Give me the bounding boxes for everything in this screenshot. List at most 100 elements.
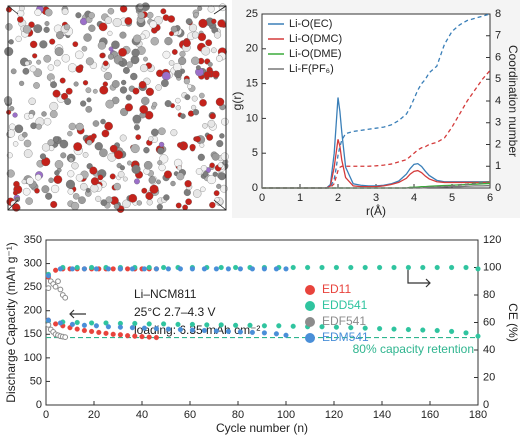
- atom: [12, 112, 18, 118]
- y-tick-label: 0: [36, 399, 42, 411]
- atom: [216, 183, 222, 189]
- y2-tick-label: 80: [483, 289, 495, 301]
- data-point: [225, 266, 231, 272]
- data-point: [117, 332, 123, 338]
- legend-swatch: [305, 285, 315, 295]
- atom: [217, 172, 226, 181]
- atom: [185, 198, 192, 206]
- atom: [70, 201, 80, 211]
- data-point: [110, 266, 116, 272]
- atom: [132, 87, 140, 95]
- legend-label: EDF541: [322, 314, 366, 328]
- atom: [200, 165, 208, 172]
- atom: [119, 31, 127, 39]
- data-point: [165, 326, 171, 332]
- atom: [65, 179, 76, 189]
- atom: [163, 194, 170, 201]
- data-point: [420, 264, 426, 271]
- atom: [156, 179, 161, 185]
- y-tick-label: 150: [24, 328, 42, 340]
- atom: [9, 123, 16, 131]
- atom: [50, 81, 57, 89]
- y-tick-label: 0: [252, 182, 258, 194]
- x-tick-label: 40: [136, 409, 148, 421]
- atom: [113, 182, 121, 191]
- data-point: [463, 264, 469, 271]
- atom: [178, 56, 187, 66]
- atom: [162, 50, 171, 59]
- atom: [33, 24, 43, 34]
- data-point: [93, 266, 99, 272]
- atom: [158, 141, 165, 148]
- data-point: [319, 324, 325, 330]
- atom: [203, 71, 211, 79]
- data-point: [189, 266, 195, 272]
- atom: [107, 30, 113, 36]
- data-point: [153, 335, 159, 341]
- atom: [21, 179, 27, 185]
- atom: [99, 52, 105, 59]
- atom: [6, 169, 15, 178]
- atom: [5, 23, 13, 31]
- atom: [114, 150, 124, 160]
- data-point: [434, 327, 440, 334]
- atom: [123, 67, 130, 74]
- atom: [217, 162, 224, 168]
- atom: [149, 184, 159, 194]
- data-point: [273, 266, 279, 272]
- atom: [219, 133, 225, 139]
- atom: [34, 8, 42, 16]
- atom: [108, 46, 114, 52]
- data-point: [96, 329, 102, 335]
- atom: [10, 68, 17, 75]
- data-point: [333, 324, 339, 330]
- data-point: [81, 266, 87, 272]
- data-point: [57, 286, 64, 293]
- atom: [133, 34, 142, 43]
- y-axis-label: Discharge Capacity (mAh g⁻¹): [4, 242, 18, 402]
- data-point: [132, 333, 138, 339]
- arrow-right: [407, 270, 431, 288]
- data-point: [62, 294, 69, 301]
- y2-tick-label: 0: [483, 399, 489, 411]
- atom: [135, 134, 142, 140]
- atom: [14, 124, 24, 134]
- reference-label: 80% capacity retention: [353, 342, 474, 356]
- atom: [131, 164, 141, 174]
- atom: [17, 16, 24, 23]
- data-point: [74, 319, 80, 326]
- atom: [160, 79, 169, 88]
- atom: [145, 192, 154, 200]
- plot-frame: [261, 13, 491, 189]
- atom: [99, 148, 108, 158]
- data-point: [175, 321, 181, 327]
- atom: [124, 17, 133, 25]
- atom: [136, 200, 142, 206]
- data-point: [45, 273, 51, 279]
- atom: [192, 109, 200, 116]
- atom: [191, 104, 197, 110]
- atom: [111, 80, 120, 88]
- atom: [169, 31, 174, 37]
- data-point: [45, 285, 52, 292]
- data-point: [53, 267, 59, 273]
- data-point: [125, 333, 131, 339]
- atom: [71, 162, 79, 170]
- atom: [72, 41, 79, 48]
- y2-tick-label: 8: [495, 8, 501, 20]
- data-point: [449, 328, 455, 335]
- x-tick-label: 3: [373, 192, 379, 204]
- box-edge: [7, 5, 227, 211]
- y2-tick-label: 4: [495, 95, 501, 107]
- atom: [183, 188, 191, 197]
- atom: [220, 152, 229, 161]
- data-point: [103, 320, 109, 326]
- atom: [209, 201, 216, 209]
- x-tick-label: 0: [43, 409, 49, 421]
- data-point: [189, 327, 195, 333]
- atom: [184, 94, 191, 101]
- atom: [119, 165, 125, 171]
- data-point: [261, 330, 267, 336]
- atom: [148, 176, 156, 184]
